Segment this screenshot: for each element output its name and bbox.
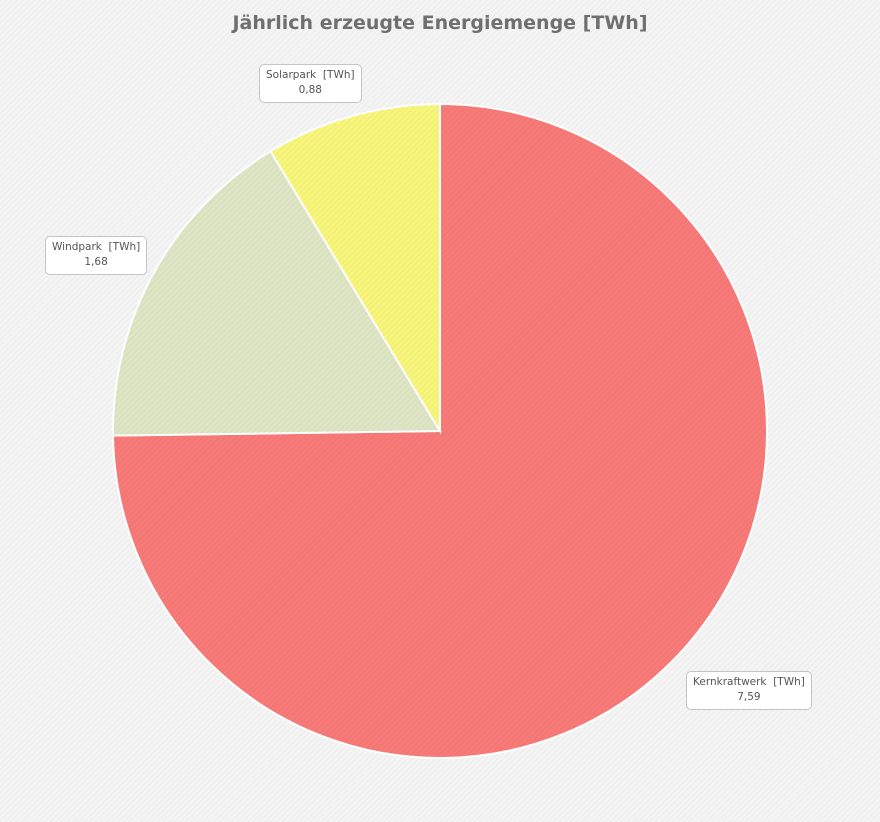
data-label-kernkraftwerk: Kernkraftwerk [TWh] 7,59 <box>686 671 812 710</box>
chart-title: Jährlich erzeugte Energiemenge [TWh] <box>232 12 648 34</box>
data-label-value: 7,59 <box>737 691 761 703</box>
data-label-value: 0,88 <box>298 84 322 96</box>
data-label-solarpark: Solarpark [TWh] 0,88 <box>259 64 362 103</box>
data-label-windpark: Windpark [TWh] 1,68 <box>45 236 148 275</box>
pie-slice-texture-windpark <box>112 151 441 436</box>
data-label-name: Solarpark [TWh] <box>266 69 355 81</box>
pie-slice-texture-solarpark <box>270 104 440 431</box>
data-label-name: Windpark [TWh] <box>52 241 141 253</box>
data-label-name: Kernkraftwerk [TWh] <box>693 676 805 688</box>
data-label-value: 1,68 <box>84 256 108 268</box>
